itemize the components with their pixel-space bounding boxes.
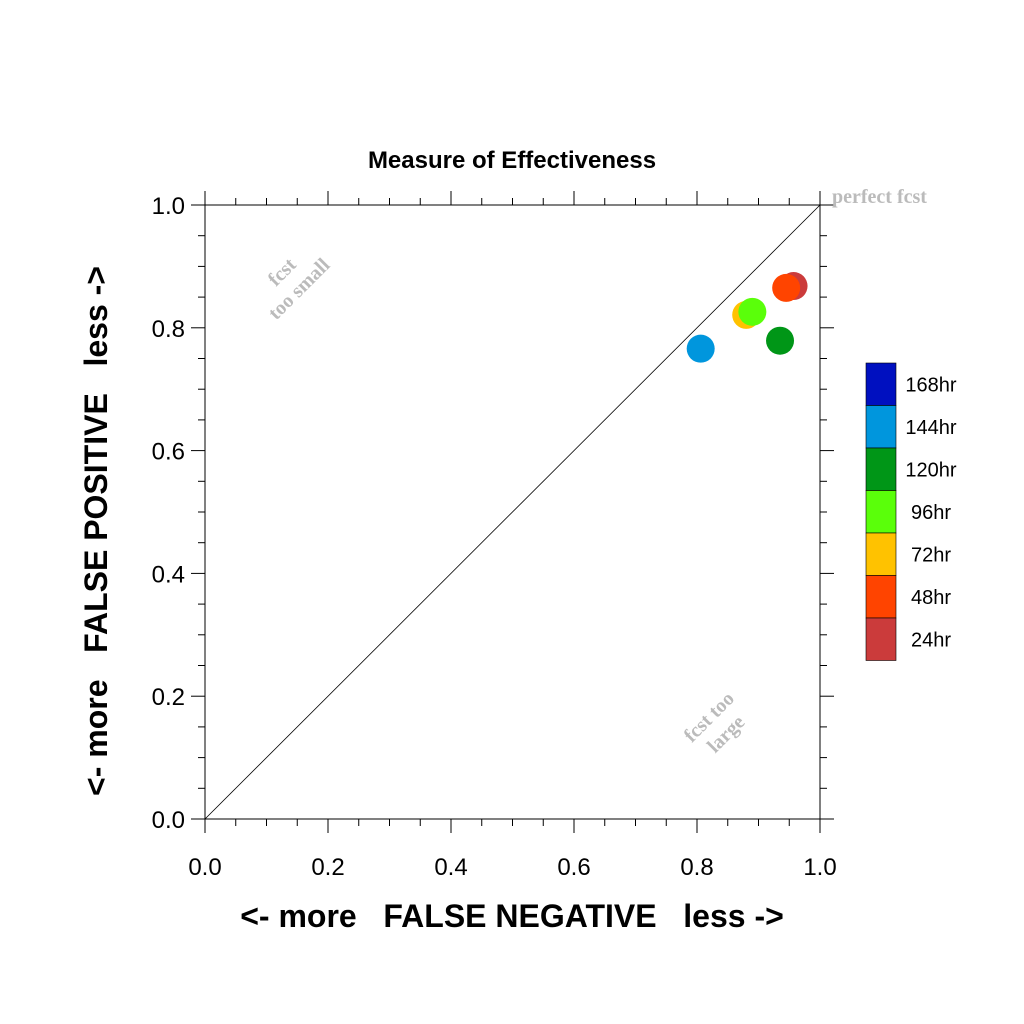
legend-label-24hr: 24hr — [911, 629, 951, 651]
perfect-forecast-diagonal — [204, 204, 821, 820]
x-tick-label: 0.6 — [557, 854, 590, 881]
legend-swatch-24hr — [865, 617, 897, 661]
y-tick-label: 0.8 — [152, 316, 185, 343]
data-point-120hr — [766, 326, 795, 355]
y-axis-label: <- more FALSE POSITIVE less -> — [78, 266, 114, 796]
plot-axes: 0.0 0.2 0.4 0.6 0.8 1.0 0.0 0.2 0.4 0.6 0.8 1.0 — [152, 191, 837, 881]
legend-swatch-144hr — [865, 405, 897, 449]
legend-swatch-72hr — [865, 532, 897, 576]
chart-title: Measure of Effectiveness — [368, 147, 656, 174]
data-point-48hr — [772, 273, 801, 302]
data-point-96hr — [738, 297, 767, 326]
x-axis-label: <- more FALSE NEGATIVE less -> — [240, 898, 784, 934]
legend-swatch-48hr — [865, 575, 897, 619]
legend: 168hr 144hr 120hr 96hr 72hr 48hr 24hr — [865, 362, 957, 661]
data-point-144hr — [686, 334, 715, 363]
legend-label-120hr: 120hr — [905, 459, 956, 481]
legend-label-48hr: 48hr — [911, 587, 951, 609]
x-tick-label: 0.4 — [434, 854, 467, 881]
data-points — [686, 272, 808, 363]
x-tick-label: 0.0 — [188, 854, 221, 881]
x-tick-label: 0.2 — [311, 854, 344, 881]
legend-swatch-120hr — [865, 447, 897, 491]
y-tick-label: 0.0 — [152, 807, 185, 834]
legend-swatch-168hr — [865, 362, 897, 406]
legend-label-72hr: 72hr — [911, 544, 951, 566]
y-tick-label: 0.2 — [152, 684, 185, 711]
x-tick-label: 0.8 — [680, 854, 713, 881]
legend-label-144hr: 144hr — [905, 417, 956, 439]
y-tick-label: 0.4 — [152, 561, 185, 588]
y-tick-label: 0.6 — [152, 439, 185, 466]
legend-label-96hr: 96hr — [911, 502, 951, 524]
annotation-fcst-too-small: fcst too small — [264, 254, 335, 325]
annotation-fcst-too-large: fcst too large — [680, 688, 750, 758]
x-tick-label: 1.0 — [803, 854, 836, 881]
legend-label-168hr: 168hr — [905, 374, 956, 396]
y-tick-label: 1.0 — [152, 193, 185, 220]
legend-swatch-96hr — [865, 490, 897, 534]
annotation-perfect-fcst: perfect fcst — [832, 186, 927, 208]
